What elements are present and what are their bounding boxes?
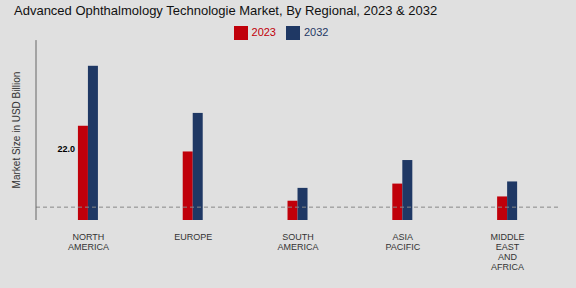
svg-text:SOUTHAMERICA: SOUTHAMERICA [277, 232, 318, 252]
svg-text:Market Size in USD Billion: Market Size in USD Billion [11, 72, 22, 189]
svg-text:22.0: 22.0 [57, 144, 75, 154]
html-text:2023: 2023 [251, 26, 276, 38]
svg-text:EUROPE: EUROPE [174, 232, 212, 242]
svg-text:NORTHAMERICA: NORTHAMERICA [68, 232, 109, 252]
svg-text:MIDDLEEASTANDAFRICA: MIDDLEEASTANDAFRICA [491, 232, 525, 272]
html-text:Advanced Ophthalmology Technol: Advanced Ophthalmology Technologie Marke… [14, 3, 438, 18]
svg-text:ASIAPACIFIC: ASIAPACIFIC [385, 232, 420, 252]
html-text:2032: 2032 [304, 26, 329, 38]
